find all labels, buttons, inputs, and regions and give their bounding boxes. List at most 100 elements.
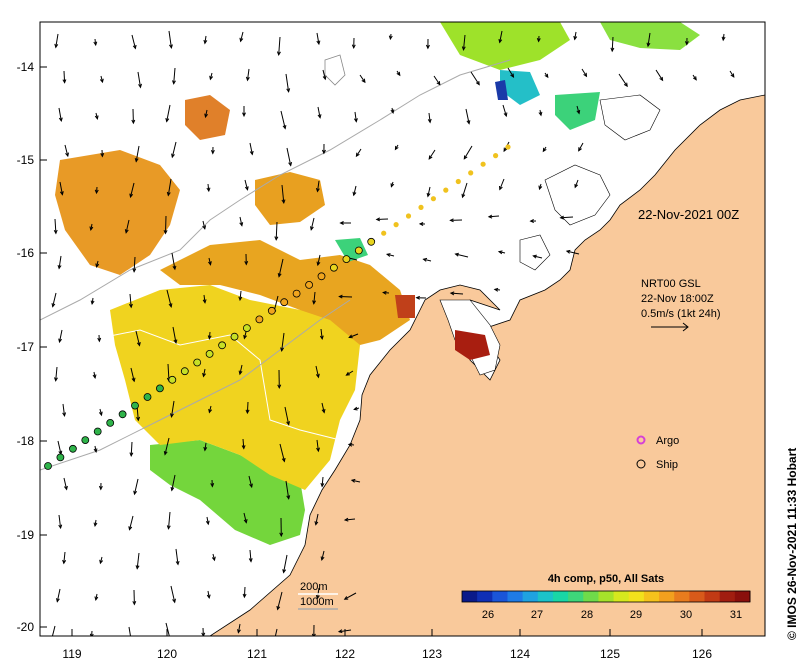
x-tick-label: 126 (692, 647, 712, 661)
current-vector (170, 585, 176, 604)
current-vector (205, 516, 210, 526)
current-vector (62, 551, 67, 565)
ship-track-point (180, 367, 189, 376)
current-vector (249, 142, 254, 156)
current-vector (208, 257, 212, 266)
colorbar-tick-label: 27 (531, 609, 543, 621)
current-vector (428, 149, 436, 160)
current-vector (206, 590, 211, 600)
ship-track-point (267, 306, 276, 315)
current-vector (59, 181, 64, 196)
current-vector (449, 218, 463, 223)
current-vector (94, 112, 99, 121)
current-vector (92, 371, 97, 380)
sst-orange-patch (185, 95, 230, 140)
current-vector (135, 552, 140, 570)
current-vector (210, 146, 215, 155)
ship-track-point (405, 213, 412, 219)
sst-green-patch (335, 238, 368, 262)
current-vector (129, 441, 134, 457)
date-label: 22-Nov-2021 00Z (638, 207, 739, 222)
sst-cool-patch (150, 440, 305, 545)
current-vector (499, 178, 505, 191)
current-vector (449, 291, 464, 296)
current-vector (54, 366, 58, 382)
current-vector (315, 180, 320, 193)
current-vector (319, 328, 324, 341)
current-vector (338, 294, 353, 299)
current-vector (422, 257, 432, 262)
current-vector (128, 626, 131, 636)
current-vector (90, 297, 95, 306)
argo-label: Argo (656, 435, 679, 447)
ship-track-point (317, 272, 326, 281)
current-vector (276, 591, 283, 611)
current-vector (426, 186, 431, 198)
current-vector (394, 144, 399, 151)
colorbar-segment (507, 591, 524, 602)
ship-track-point (480, 161, 486, 167)
current-vector (51, 292, 57, 308)
ship-track-point (193, 358, 202, 367)
current-vector (248, 549, 253, 563)
coastal-inlet (544, 164, 611, 226)
colorbar-segment (568, 591, 584, 602)
colorbar-segment (643, 591, 660, 602)
current-vector (166, 511, 171, 530)
colorbar-segment (492, 591, 508, 602)
x-tick-label: 121 (247, 647, 267, 661)
current-vector (532, 254, 543, 259)
current-vector (493, 287, 501, 292)
current-vector (172, 326, 178, 345)
current-vector (529, 219, 537, 224)
current-vector (211, 553, 216, 562)
current-vector (315, 587, 320, 600)
current-vector (57, 255, 62, 270)
current-vector (729, 70, 735, 78)
current-vector (618, 73, 628, 88)
current-vector (208, 405, 213, 414)
ship-track-point (131, 401, 139, 410)
current-vector (163, 437, 170, 456)
current-vector (93, 38, 98, 47)
sst-hot-patch (395, 295, 415, 318)
current-vector (94, 593, 99, 602)
colorbar-tick-label: 26 (482, 609, 494, 621)
x-tick-label: 120 (157, 647, 177, 661)
current-vector (276, 36, 281, 57)
current-vector (128, 293, 133, 309)
current-vector (285, 480, 291, 500)
y-tick-label: -17 (17, 340, 35, 354)
current-vector (646, 32, 651, 48)
current-vector (316, 32, 321, 46)
current-vector (202, 220, 207, 230)
current-vector (248, 475, 253, 489)
colorbar-segment (734, 591, 751, 602)
current-vector (375, 217, 389, 222)
current-vector (388, 33, 393, 41)
current-vector (274, 221, 279, 241)
ship-track-point (106, 418, 115, 427)
current-vector (166, 289, 173, 308)
current-vector (137, 71, 142, 89)
ship-track-point (367, 237, 376, 246)
sst-warm-patch (110, 285, 360, 490)
current-vector (343, 517, 356, 522)
current-vector (390, 107, 395, 115)
current-vector (163, 215, 168, 235)
current-vector (353, 406, 360, 411)
current-vector (201, 627, 206, 636)
current-vector (238, 364, 243, 376)
colorbar-segment (583, 591, 599, 602)
current-vector (382, 290, 390, 295)
current-vector (692, 74, 697, 81)
ship-track-point (230, 332, 239, 341)
current-vector (507, 67, 515, 78)
colorbar-segment (613, 591, 630, 602)
ship-track-point (468, 170, 474, 176)
ship-track-point (354, 246, 363, 255)
current-vector (279, 517, 284, 538)
current-vector (321, 143, 326, 155)
current-vector (245, 401, 250, 415)
